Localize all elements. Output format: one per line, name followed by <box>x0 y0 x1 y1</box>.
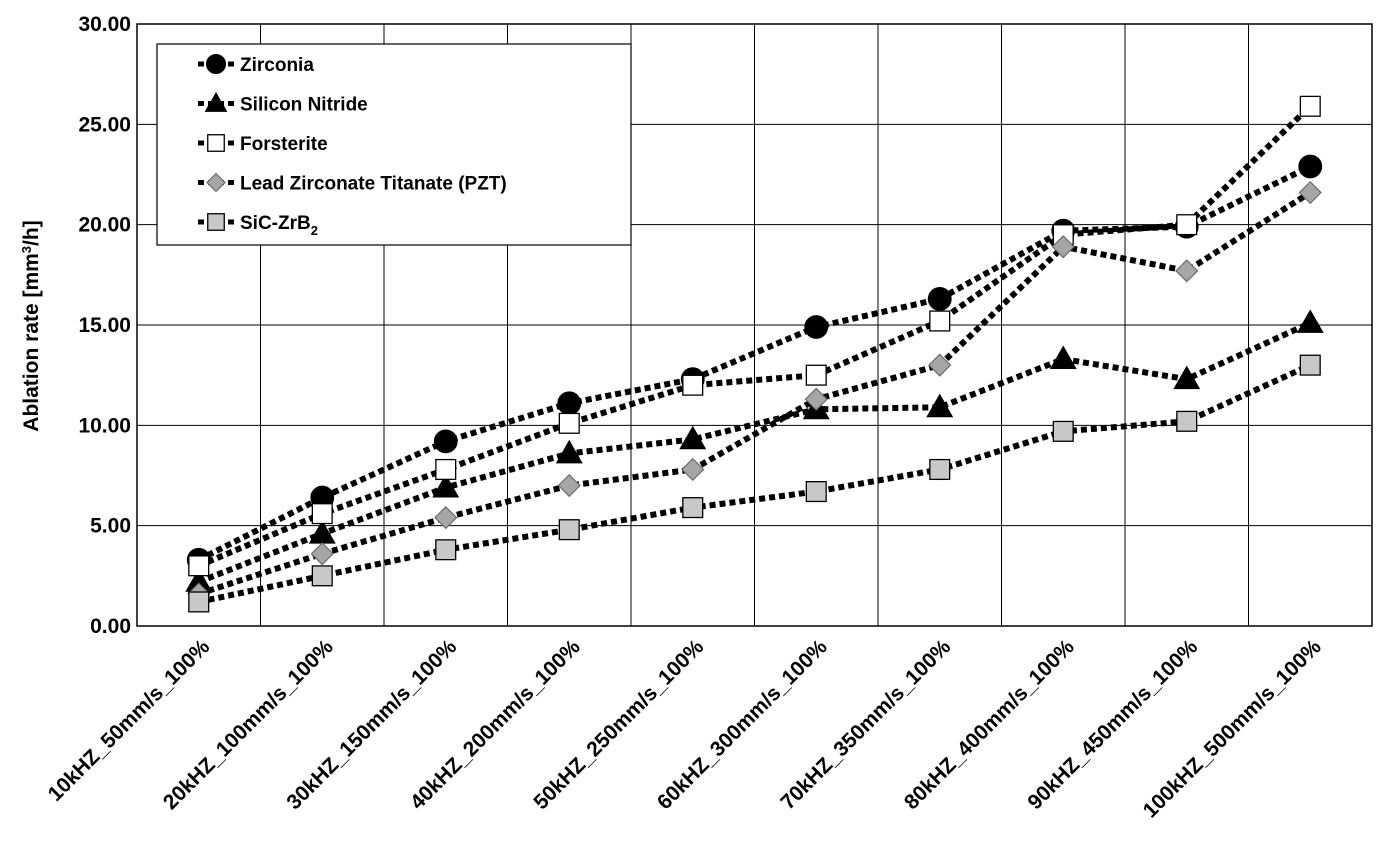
data-point <box>1176 410 1198 432</box>
legend-marker <box>205 53 227 75</box>
series-line <box>197 163 1312 563</box>
legend-label: Lead Zirconate Titanate (PZT) <box>240 174 507 195</box>
legend-item: Forsterite <box>198 134 328 155</box>
data-point <box>679 425 707 450</box>
data-point <box>310 542 334 566</box>
y-tick-label: 20.00 <box>78 214 131 237</box>
data-point <box>435 539 457 561</box>
data-point <box>1299 95 1321 117</box>
data-point <box>188 555 210 577</box>
data-point <box>928 353 952 377</box>
data-point <box>1052 420 1074 442</box>
y-axis-title: Ablation rate [mm3/h] <box>19 220 43 431</box>
legend-box <box>156 43 632 246</box>
legend-label: Zirconia <box>240 55 314 76</box>
data-point <box>1298 180 1322 205</box>
y-tick-label: 0.00 <box>90 615 131 638</box>
legend-item: Silicon Nitride <box>198 91 368 116</box>
x-axis-ticks: 10kHZ_50mm/s_100%20kHZ_100mm/s_100%30kHZ… <box>44 635 1326 822</box>
y-tick-label: 5.00 <box>90 515 131 538</box>
data-point <box>1173 365 1201 390</box>
y-tick-label: 15.00 <box>78 314 131 337</box>
series-2 <box>188 95 1321 577</box>
data-point <box>929 310 951 332</box>
data-point <box>558 519 580 541</box>
series-group <box>185 95 1324 613</box>
data-point <box>805 364 827 386</box>
data-point <box>1051 235 1075 259</box>
data-point <box>929 458 951 481</box>
y-tick-label: 10.00 <box>78 414 131 437</box>
data-point <box>1298 154 1323 179</box>
series-1 <box>185 309 1324 592</box>
data-point <box>805 481 827 503</box>
series-line <box>198 362 1312 605</box>
legend-label: Silicon Nitride <box>240 95 368 116</box>
data-point <box>1299 354 1321 376</box>
series-3 <box>187 180 1322 606</box>
series-line <box>197 320 1312 585</box>
legend-marker <box>207 213 225 231</box>
legend-label: SiC-ZrB2 <box>240 213 318 238</box>
data-point <box>804 387 828 411</box>
data-point <box>432 473 460 498</box>
data-point <box>557 473 581 498</box>
data-point <box>804 315 829 339</box>
data-point <box>1175 259 1199 283</box>
legend-marker <box>204 91 228 112</box>
data-point <box>434 506 458 530</box>
data-point <box>926 393 954 418</box>
data-point <box>682 374 704 396</box>
data-point <box>555 439 583 464</box>
data-point <box>188 591 210 613</box>
legend-marker <box>207 134 225 152</box>
data-point <box>557 391 582 416</box>
data-point <box>927 287 952 311</box>
data-point <box>681 457 705 482</box>
data-point <box>311 565 333 587</box>
data-point <box>1049 345 1077 370</box>
data-point <box>558 412 580 434</box>
legend-item: SiC-ZrB2 <box>198 213 318 238</box>
data-point <box>435 458 457 481</box>
data-point <box>311 503 333 525</box>
data-point <box>682 497 704 519</box>
y-tick-label: 30.00 <box>78 13 131 36</box>
y-axis-ticks: 0.00 5.00 10.00 15.00 20.00 25.00 30.00 <box>78 13 131 638</box>
series-line <box>197 190 1312 597</box>
legend: Zirconia Silicon Nitride Forsterite Lead Zi… <box>156 43 632 246</box>
legend-item: Lead Zirconate Titanate (PZT) <box>198 172 507 195</box>
legend-label: Forsterite <box>240 134 328 155</box>
y-tick-label: 25.00 <box>78 113 131 136</box>
legend-marker <box>206 172 226 193</box>
legend-item: Zirconia <box>198 53 314 76</box>
data-point <box>433 429 458 454</box>
series-4 <box>188 354 1321 613</box>
data-point <box>1176 214 1198 236</box>
data-point <box>1296 309 1324 333</box>
